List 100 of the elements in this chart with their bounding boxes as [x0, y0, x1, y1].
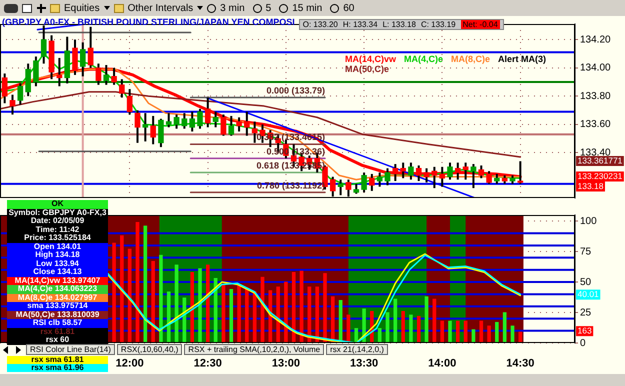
x-tick-label: 12:00	[116, 358, 144, 370]
annotation: C: 133.19	[420, 20, 456, 29]
bar	[464, 320, 468, 343]
bar	[174, 264, 178, 343]
candlestick	[119, 78, 125, 99]
annotation: rsx 60	[7, 335, 108, 344]
text: RSX(,10,60,40,)	[116, 344, 182, 355]
bar	[448, 320, 452, 343]
annotation: MA(4,C)e 134.063223	[7, 284, 108, 294]
bar	[416, 316, 421, 343]
candlestick	[236, 116, 242, 133]
text: 3 min	[220, 2, 245, 14]
annotation: Net: -0.04	[460, 20, 500, 29]
bar	[151, 260, 155, 343]
text: OK	[52, 199, 64, 208]
bar	[479, 320, 484, 343]
candlestick	[25, 62, 31, 98]
y-tick-label: 134.00	[580, 62, 612, 74]
candlestick	[17, 82, 24, 106]
annotation: Open 134.01	[7, 242, 108, 251]
bar	[260, 276, 264, 343]
text: RSX + trailing SMA(,10,2,0,), Volume	[184, 344, 324, 355]
candlestick	[228, 114, 234, 137]
bar	[245, 289, 249, 343]
candlestick	[494, 172, 500, 185]
candlestick	[252, 120, 258, 144]
candlestick	[353, 182, 360, 195]
candlestick	[10, 94, 16, 116]
bar	[300, 270, 304, 343]
annotation: MA(14,C)vw 133.97407	[7, 276, 108, 285]
text: MA(50,C)e	[345, 64, 390, 74]
y-tick-label: 100	[580, 216, 598, 227]
annotation: O: 133.20	[302, 20, 338, 29]
bar	[472, 329, 476, 343]
candlestick	[204, 96, 211, 128]
annotation: Time: 11:42	[7, 224, 108, 234]
annotation: Price: 133.525184	[7, 233, 108, 242]
bar	[120, 235, 124, 343]
text: RSI Color Line Bar(14)	[26, 344, 115, 355]
annotation: Date: 02/05/09	[7, 216, 108, 226]
bar	[393, 298, 398, 343]
bar	[315, 286, 320, 343]
annotation: Alert MA(3)	[498, 54, 546, 64]
text: 133.18	[578, 181, 604, 192]
candlestick	[220, 114, 226, 137]
text: 133.361771	[578, 156, 623, 166]
text: Other Intervals	[128, 2, 194, 14]
y-tick-label: 50	[580, 276, 592, 288]
bar	[284, 282, 288, 343]
candlestick	[369, 172, 375, 192]
x-tick-label: 14:00	[428, 358, 456, 370]
bar	[495, 322, 499, 343]
x-tick-label: 12:30	[194, 358, 222, 370]
bar	[292, 272, 296, 343]
text: 60	[343, 2, 354, 14]
text: 133.230231	[578, 171, 623, 182]
candlestick	[447, 162, 453, 181]
annotation: rsx 61.81	[7, 326, 108, 336]
bar	[143, 226, 148, 343]
text: 163	[578, 326, 592, 336]
candlestick	[174, 114, 180, 130]
candlestick	[142, 112, 148, 142]
candlestick	[244, 110, 250, 137]
bar	[346, 314, 350, 343]
bar	[456, 320, 460, 343]
candlestick	[384, 167, 390, 186]
candlestick	[33, 56, 39, 88]
bar	[308, 286, 312, 343]
candlestick	[361, 172, 367, 194]
y-tick-label: 133.60	[580, 119, 612, 130]
annotation: Symbol: GBPJPY A0-FX,3	[7, 208, 108, 217]
text: Equities	[64, 2, 100, 14]
bar	[502, 312, 507, 343]
bar	[136, 222, 140, 343]
bar	[487, 326, 491, 343]
y-tick-label: 0	[580, 338, 586, 349]
annotation: MA(8,C)e 134.027997	[7, 292, 108, 302]
candlestick	[158, 118, 164, 148]
text: 15 min	[292, 2, 322, 14]
text: MA(8,C)e	[451, 54, 490, 64]
candlestick	[126, 88, 133, 116]
y-tick-label: 25	[580, 307, 592, 318]
candlestick	[408, 162, 414, 181]
text: MA(14,C)vw	[345, 54, 396, 64]
annotation: Close 134.13	[7, 267, 108, 276]
bar	[409, 314, 413, 343]
candlestick	[212, 110, 218, 128]
bar	[159, 254, 163, 343]
candlestick	[150, 114, 156, 146]
x-tick-label: 14:30	[506, 358, 534, 370]
y-tick-label: 75	[580, 246, 592, 258]
x-tick-label: 13:00	[272, 358, 300, 370]
text: rsx sma 61.81	[7, 355, 108, 364]
text: 40.01	[578, 289, 600, 300]
bar	[206, 264, 210, 343]
bar	[112, 242, 116, 343]
y-tick-label: 133.40	[580, 147, 612, 158]
candlestick	[134, 109, 140, 144]
annotation: High 134.18	[7, 250, 108, 260]
bar	[237, 284, 241, 343]
